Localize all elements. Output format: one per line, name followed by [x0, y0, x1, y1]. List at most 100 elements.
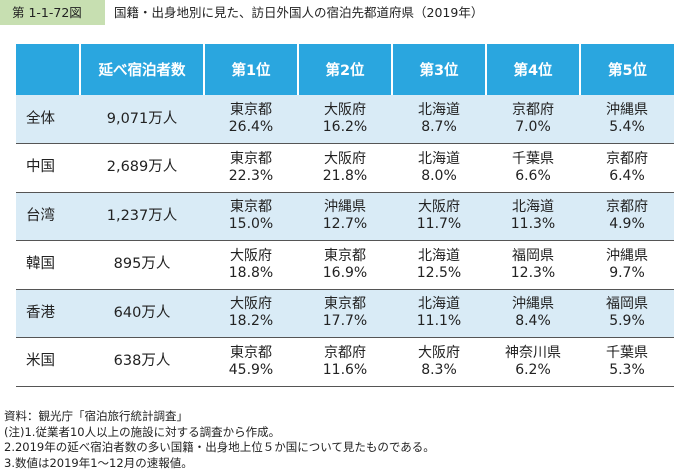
country-cell: 全体 — [16, 95, 80, 144]
total-stays-cell: 2,689万人 — [80, 143, 204, 193]
rank-3-cell: 大阪府 11.7% — [392, 192, 486, 241]
share-percent: 11.7% — [416, 216, 462, 233]
prefecture-name: 京都府 — [324, 344, 366, 361]
table-row: 米国 638万人 東京都 45.9% 京都府 11.6% 大阪府 8.3% 神奈川県 6.2% 千葉… — [16, 337, 674, 387]
prefecture-name: 沖縄県 — [512, 296, 554, 313]
table-row: 香港 640万人 大阪府 18.2% 東京都 17.7% 北海道 11.1% 沖縄県 8.4% 福岡… — [16, 289, 674, 338]
share-percent: 6.2% — [515, 361, 551, 378]
rank-5-cell: 沖縄県 9.7% — [580, 240, 674, 290]
rank-4-cell: 福岡県 12.3% — [486, 240, 580, 290]
total-stays-cell: 640万人 — [80, 289, 204, 338]
stay-ranking-table: 延べ宿泊者数 第1位 第2位 第3位 第4位 第5位 全体 9,071万人 東京都 2… — [16, 44, 674, 387]
prefecture-name: 東京都 — [230, 102, 272, 118]
note-1: (注)1.従業者10人以上の施設に対する調査から作成。 — [4, 424, 281, 439]
prefecture-name: 北海道 — [418, 247, 460, 264]
prefecture-name: 北海道 — [418, 296, 460, 313]
rank-2-cell: 沖縄県 12.7% — [298, 192, 392, 241]
total-stays-cell: 1,237万人 — [80, 192, 204, 241]
share-percent: 22.3% — [228, 167, 274, 184]
rank-2-cell: 大阪府 16.2% — [298, 95, 392, 144]
prefecture-name: 東京都 — [230, 199, 272, 216]
rank-3-cell: 北海道 8.0% — [392, 143, 486, 193]
share-percent: 6.6% — [515, 167, 551, 184]
country-cell: 中国 — [16, 143, 80, 193]
prefecture-name: 東京都 — [324, 296, 366, 313]
rank-2-cell: 東京都 17.7% — [298, 289, 392, 338]
rank-4-cell: 京都府 7.0% — [486, 95, 580, 144]
prefecture-name: 大阪府 — [418, 344, 460, 361]
rank-3-cell: 大阪府 8.3% — [392, 337, 486, 387]
share-percent: 11.1% — [416, 313, 462, 330]
prefecture-name: 北海道 — [512, 199, 554, 216]
country-cell: 米国 — [16, 337, 80, 387]
rank-5-cell: 沖縄県 5.4% — [580, 95, 674, 144]
share-percent: 4.9% — [609, 216, 645, 233]
rank-1-cell: 東京都 45.9% — [204, 337, 298, 387]
prefecture-name: 福岡県 — [606, 296, 648, 313]
rank-1-cell: 東京都 26.4% — [204, 95, 298, 144]
prefecture-name: 北海道 — [418, 150, 460, 167]
table-row: 中国 2,689万人 東京都 22.3% 大阪府 21.8% 北海道 8.0% 千葉県 6.6% 京… — [16, 143, 674, 193]
rank-4-cell: 沖縄県 8.4% — [486, 289, 580, 338]
header-rank-4: 第4位 — [485, 44, 580, 95]
share-percent: 9.7% — [609, 264, 645, 281]
share-percent: 18.2% — [228, 313, 274, 330]
rank-3-cell: 北海道 11.1% — [392, 289, 486, 338]
header-total-stays: 延べ宿泊者数 — [79, 44, 204, 95]
prefecture-name: 京都府 — [512, 102, 554, 118]
prefecture-name: 大阪府 — [324, 150, 366, 167]
header-rank-2: 第2位 — [297, 44, 392, 95]
rank-2-cell: 京都府 11.6% — [298, 337, 392, 387]
rank-1-cell: 大阪府 18.2% — [204, 289, 298, 338]
prefecture-name: 東京都 — [324, 247, 366, 264]
rank-5-cell: 京都府 4.9% — [580, 192, 674, 241]
rank-3-cell: 北海道 8.7% — [392, 95, 486, 144]
prefecture-name: 京都府 — [606, 150, 648, 167]
share-percent: 21.8% — [322, 167, 368, 184]
table-row: 全体 9,071万人 東京都 26.4% 大阪府 16.2% 北海道 8.7% 京都府 7.0% 沖… — [16, 95, 674, 144]
table-row: 韓国 895万人 大阪府 18.8% 東京都 16.9% 北海道 12.5% 福岡県 12.3% 沖… — [16, 240, 674, 290]
prefecture-name: 福岡県 — [512, 247, 554, 264]
prefecture-name: 千葉県 — [512, 150, 554, 167]
share-percent: 11.6% — [322, 361, 368, 378]
prefecture-name: 千葉県 — [606, 344, 648, 361]
table-header-row: 延べ宿泊者数 第1位 第2位 第3位 第4位 第5位 — [16, 44, 674, 95]
figure-header: 第 1-1-72図 国籍・出身地別に見た、訪日外国人の宿泊先都道府県（2019年… — [0, 0, 683, 30]
share-percent: 5.4% — [609, 119, 645, 135]
share-percent: 15.0% — [228, 216, 274, 233]
country-cell: 台湾 — [16, 192, 80, 241]
rank-4-cell: 神奈川県 6.2% — [486, 337, 580, 387]
header-blank — [16, 44, 80, 95]
figure-title: 国籍・出身地別に見た、訪日外国人の宿泊先都道府県（2019年） — [114, 5, 484, 20]
total-stays-cell: 895万人 — [80, 240, 204, 290]
header-rank-5: 第5位 — [579, 44, 674, 95]
rank-5-cell: 千葉県 5.3% — [580, 337, 674, 387]
rank-2-cell: 東京都 16.9% — [298, 240, 392, 290]
share-percent: 16.9% — [322, 264, 368, 281]
note-source: 資料：観光庁「宿泊旅行統計調査」 — [4, 409, 188, 423]
rank-2-cell: 大阪府 21.8% — [298, 143, 392, 193]
rank-3-cell: 北海道 12.5% — [392, 240, 486, 290]
share-percent: 6.4% — [609, 167, 645, 184]
share-percent: 7.0% — [515, 119, 551, 135]
prefecture-name: 大阪府 — [324, 102, 366, 118]
prefecture-name: 大阪府 — [230, 296, 272, 313]
share-percent: 5.9% — [609, 313, 645, 330]
prefecture-name: 東京都 — [230, 150, 272, 167]
rank-5-cell: 京都府 6.4% — [580, 143, 674, 193]
rank-4-cell: 北海道 11.3% — [486, 192, 580, 241]
country-cell: 韓国 — [16, 240, 80, 290]
note-2: 2.2019年の延べ宿泊者数の多い国籍・出身地上位５か国について見たものである。 — [4, 440, 435, 454]
share-percent: 8.0% — [421, 167, 457, 184]
share-percent: 18.8% — [228, 264, 274, 281]
prefecture-name: 沖縄県 — [324, 199, 366, 216]
prefecture-name: 沖縄県 — [606, 102, 648, 118]
prefecture-name: 京都府 — [606, 199, 648, 216]
share-percent: 45.9% — [228, 361, 274, 378]
country-cell: 香港 — [16, 289, 80, 338]
rank-1-cell: 大阪府 18.8% — [204, 240, 298, 290]
notes: 資料：観光庁「宿泊旅行統計調査」 (注)1.従業者10人以上の施設に対する調査か… — [4, 409, 435, 471]
share-percent: 12.3% — [510, 264, 556, 281]
share-percent: 16.2% — [322, 119, 368, 135]
prefecture-name: 神奈川県 — [505, 344, 561, 361]
